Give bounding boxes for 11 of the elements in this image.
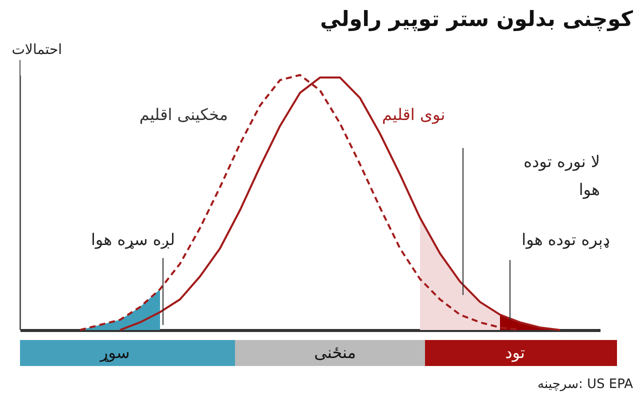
series-label: نوی اقلیم [382,105,446,124]
chart-title: کوچنی بدلون ستر توپیر راولي [320,7,634,32]
text: سوړ [99,343,130,362]
text: منځنی [314,343,356,362]
text: تود [505,343,525,362]
annotation: لږه سړه هوا [90,230,175,249]
series-label: مخکینی اقلیم [139,105,228,124]
annotation: لا نوره توده هوا [524,152,600,199]
annotation: ډېره توده هوا [522,230,610,249]
y-axis-title: احتمالات [12,42,62,58]
text: سرچینه: US EPA [538,377,634,392]
